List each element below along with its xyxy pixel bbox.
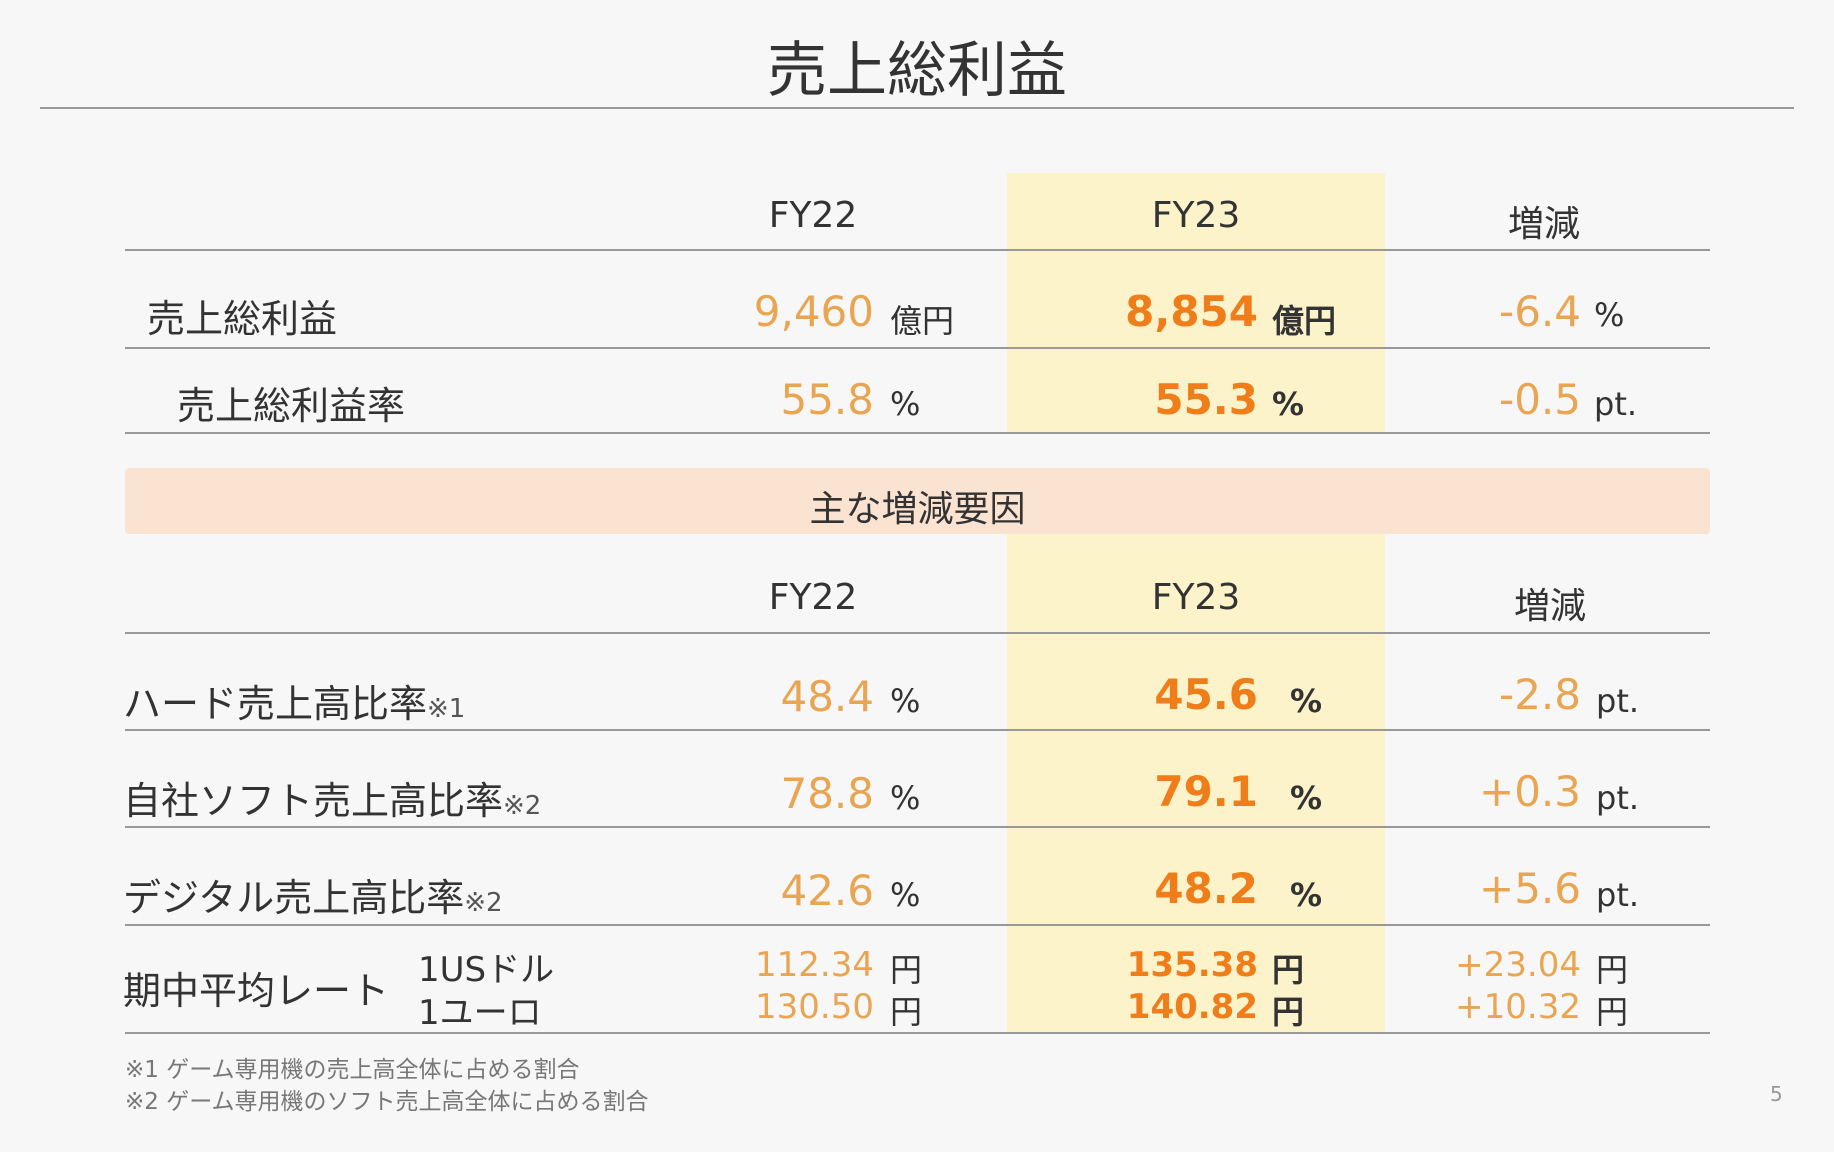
footnote-1: ※1 ゲーム専用機の売上高全体に占める割合 — [125, 1057, 580, 1083]
footnote-2: ※2 ゲーム専用機のソフト売上高全体に占める割合 — [125, 1089, 649, 1115]
row-divider — [125, 347, 1710, 349]
header-fy23: FY23 — [1151, 195, 1241, 236]
fy23-rate-usd: 135.38 — [1126, 945, 1258, 985]
fy22-unit: % — [890, 682, 921, 720]
fy23-value: 8,854 — [1125, 287, 1258, 336]
fy22-rate-unit: 円 — [890, 951, 923, 989]
currency-usd: 1USドル — [418, 950, 555, 990]
page-title: 売上総利益 — [767, 36, 1067, 106]
fy22-unit: 億円 — [890, 302, 955, 340]
change-unit: % — [1594, 296, 1625, 334]
fy22-value: 78.8 — [780, 769, 874, 818]
header-fy22: FY22 — [768, 195, 858, 236]
change-value: -0.5 — [1499, 375, 1581, 424]
fy23-value: 48.2 — [1154, 864, 1258, 913]
row-label-text: 自社ソフト売上高比率 — [123, 779, 504, 823]
row-divider — [125, 432, 1710, 434]
change-value: +0.3 — [1479, 767, 1581, 816]
row-label-gross-margin: 売上総利益率 — [177, 384, 406, 428]
footnote-mark: ※2 — [464, 888, 503, 918]
fy23-highlight-bottom — [1007, 534, 1385, 1034]
row-divider — [125, 1032, 1710, 1034]
title-divider — [40, 107, 1794, 109]
change-rate-unit: 円 — [1596, 993, 1629, 1031]
row-label-text: ハード売上高比率 — [123, 682, 428, 726]
fy23-highlight-top — [1007, 173, 1385, 433]
fy23-unit: % — [1290, 876, 1323, 914]
row-divider — [125, 729, 1710, 731]
row-label-hardware-ratio: ハード売上高比率※1 — [123, 673, 465, 728]
change-rate-unit: 円 — [1596, 951, 1629, 989]
factors-banner-text: 主な増減要因 — [809, 489, 1026, 530]
change-value: +5.6 — [1479, 864, 1581, 913]
change-rate-usd: +23.04 — [1455, 945, 1581, 985]
header-change: 増減 — [1507, 204, 1580, 245]
fy23-value: 79.1 — [1154, 767, 1258, 816]
page-number: 5 — [1770, 1082, 1783, 1106]
footnote-mark: ※1 — [427, 694, 466, 724]
header-fy22: FY22 — [768, 577, 858, 618]
factors-banner — [125, 468, 1710, 534]
fy22-value: 55.8 — [780, 375, 874, 424]
change-value: -6.4 — [1499, 287, 1581, 336]
fy23-value: 45.6 — [1154, 670, 1258, 719]
fy22-unit: % — [890, 779, 921, 817]
change-unit: pt. — [1596, 682, 1640, 720]
row-label-digital-ratio: デジタル売上高比率※2 — [123, 867, 503, 922]
row-label-gross-profit: 売上総利益 — [147, 297, 338, 341]
row-divider — [125, 924, 1710, 926]
fy22-rate-eur: 130.50 — [755, 987, 874, 1027]
change-unit: pt. — [1594, 385, 1638, 423]
fy22-rate-usd: 112.34 — [755, 945, 874, 985]
header-change: 増減 — [1513, 586, 1586, 627]
row-label-first-party-software-ratio: 自社ソフト売上高比率※2 — [123, 770, 541, 825]
fy22-unit: % — [890, 876, 921, 914]
fy23-rate-eur: 140.82 — [1126, 987, 1258, 1027]
fy23-rate-unit: 円 — [1272, 993, 1305, 1031]
footnote-mark: ※2 — [503, 791, 542, 821]
row-label-text: デジタル売上高比率 — [123, 876, 465, 920]
change-value: -2.8 — [1499, 670, 1581, 719]
fy22-rate-unit: 円 — [890, 993, 923, 1031]
change-unit: pt. — [1596, 876, 1640, 914]
row-divider — [125, 826, 1710, 828]
fy23-unit: 億円 — [1272, 302, 1337, 340]
fy23-unit: % — [1290, 682, 1323, 720]
fy23-rate-unit: 円 — [1272, 951, 1305, 989]
fy22-value: 9,460 — [753, 287, 874, 336]
currency-eur: 1ユーロ — [418, 993, 542, 1033]
fy22-value: 42.6 — [780, 866, 874, 915]
row-divider — [125, 632, 1710, 634]
row-label-average-rate: 期中平均レート — [123, 969, 390, 1013]
fy22-value: 48.4 — [780, 672, 874, 721]
row-divider — [125, 249, 1710, 251]
change-unit: pt. — [1596, 779, 1640, 817]
fy23-unit: % — [1272, 385, 1305, 423]
fy22-unit: % — [890, 385, 921, 423]
header-fy23: FY23 — [1151, 577, 1241, 618]
fy23-value: 55.3 — [1154, 375, 1258, 424]
change-rate-eur: +10.32 — [1455, 987, 1581, 1027]
fy23-unit: % — [1290, 779, 1323, 817]
